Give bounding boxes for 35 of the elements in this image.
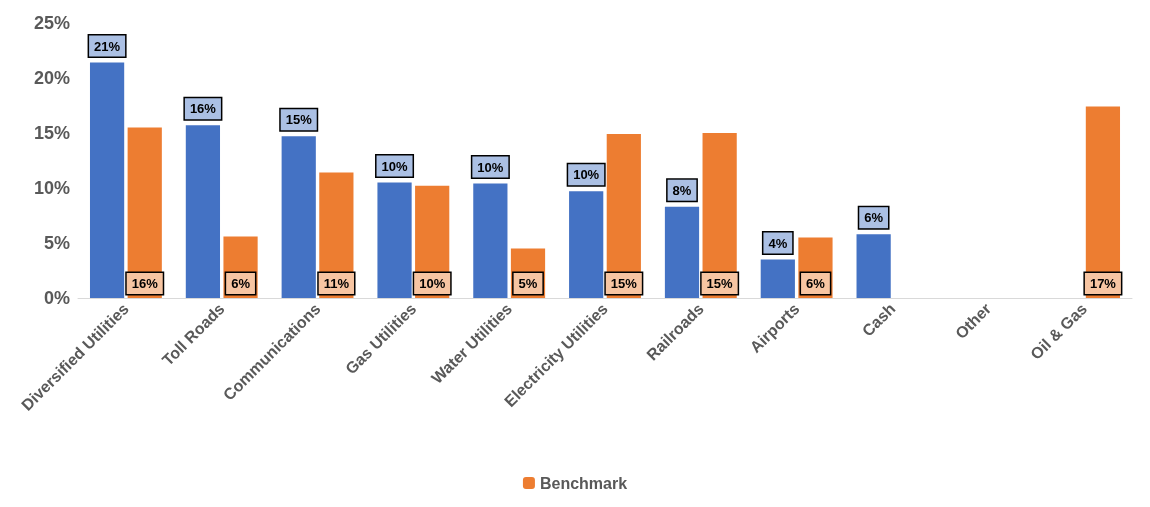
- data-label: 6%: [806, 276, 826, 291]
- bar: [856, 234, 891, 298]
- bar: [473, 183, 508, 298]
- bar: [185, 125, 221, 298]
- data-label: 16%: [189, 101, 217, 117]
- data-label: 10%: [381, 158, 408, 174]
- bar: [281, 136, 316, 298]
- data-label: 17%: [1089, 276, 1117, 291]
- bar: [89, 62, 125, 298]
- y-tick-label: 15%: [33, 123, 70, 143]
- y-tick-label: 0%: [43, 288, 70, 308]
- data-label: 11%: [323, 276, 350, 291]
- data-label: 10%: [419, 276, 446, 291]
- data-label: 16%: [131, 276, 159, 291]
- x-tick-label: Oil & Gas: [1027, 299, 1091, 363]
- data-label: 15%: [610, 276, 638, 291]
- bar: [377, 182, 412, 298]
- y-tick-label: 5%: [43, 233, 70, 253]
- data-label: 21%: [94, 38, 121, 54]
- data-label: 15%: [285, 112, 313, 128]
- legend-label: Benchmark: [539, 474, 628, 492]
- bar: [760, 259, 795, 298]
- data-label: 4%: [768, 235, 788, 251]
- y-tick-label: 10%: [33, 178, 70, 198]
- data-label: 10%: [477, 159, 504, 175]
- data-label: 5%: [518, 276, 538, 291]
- data-label: 6%: [864, 210, 884, 226]
- data-label: 6%: [231, 276, 251, 291]
- bar: [569, 191, 604, 298]
- data-label: 8%: [672, 182, 692, 198]
- y-tick-label: 25%: [33, 13, 70, 33]
- data-label: 15%: [706, 276, 734, 291]
- data-label: 10%: [573, 167, 600, 183]
- bar: [664, 206, 700, 298]
- y-tick-label: 20%: [33, 68, 70, 88]
